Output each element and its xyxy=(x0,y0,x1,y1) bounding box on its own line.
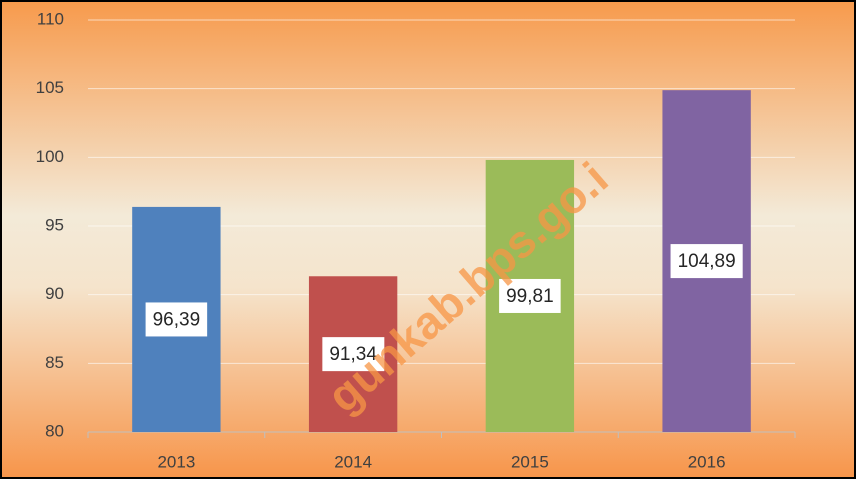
data-label-box xyxy=(670,244,743,279)
y-tick-label: 85 xyxy=(45,353,64,372)
x-tick-label: 2016 xyxy=(688,452,726,471)
x-tick-label: 2013 xyxy=(157,452,195,471)
y-tick-label: 110 xyxy=(37,9,64,28)
data-label: 99,81 xyxy=(506,286,554,307)
data-label-box xyxy=(322,337,385,372)
data-label-box xyxy=(499,278,561,313)
y-tick-label: 105 xyxy=(36,78,64,97)
plot-area: 80 85 90 95 100 105 110 2013 96,39 2014 91,34 2015 9… xyxy=(36,9,796,471)
y-tick-label: 100 xyxy=(36,147,64,166)
y-tick-label: 95 xyxy=(45,215,64,234)
y-tick-label: 80 xyxy=(45,421,64,440)
y-tick-label: 90 xyxy=(45,284,64,303)
x-tick-label: 2014 xyxy=(334,452,372,471)
data-label: 104,89 xyxy=(678,251,736,272)
data-label-box xyxy=(145,302,208,337)
x-tick-label: 2015 xyxy=(511,452,549,471)
data-label: 96,39 xyxy=(153,309,201,330)
data-label: 91,34 xyxy=(329,344,377,365)
